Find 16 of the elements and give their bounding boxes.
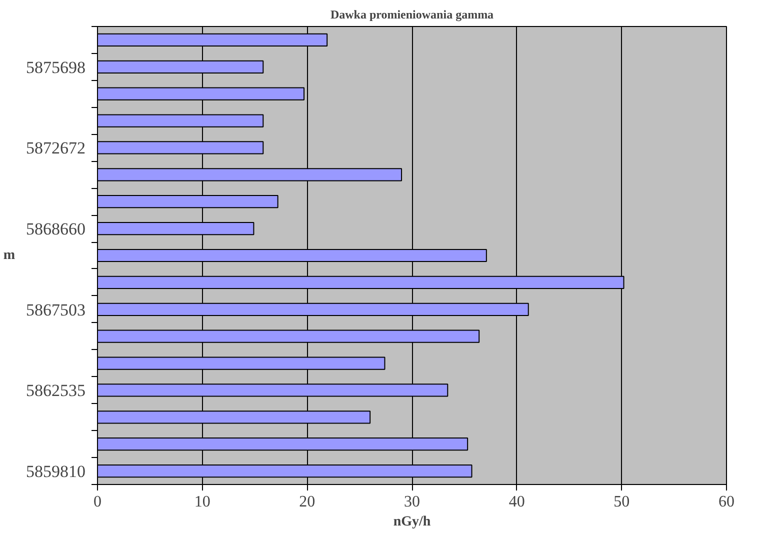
x-tick-label: 0 xyxy=(94,494,102,510)
x-tick-label: 20 xyxy=(299,494,316,510)
x-axis-title: nGy/h xyxy=(393,514,431,530)
y-tick-label: 5867503 xyxy=(26,300,86,320)
x-tick-label: 30 xyxy=(404,494,420,510)
y-tick-label: 5872672 xyxy=(26,138,86,158)
y-tick-label: 5868660 xyxy=(26,220,86,239)
x-tick-label: 60 xyxy=(718,494,734,510)
y-tick-label: 5859810 xyxy=(26,462,86,482)
x-tick-label: 40 xyxy=(508,494,525,510)
y-tick-label: 5862535 xyxy=(26,381,86,400)
x-tick-label: 50 xyxy=(614,494,630,510)
x-tick-label: 10 xyxy=(194,494,210,510)
y-tick-label: 5875698 xyxy=(26,58,86,77)
chart-title: Dawka promieniowania gamma xyxy=(330,8,494,22)
y-axis-title: m xyxy=(3,248,16,263)
